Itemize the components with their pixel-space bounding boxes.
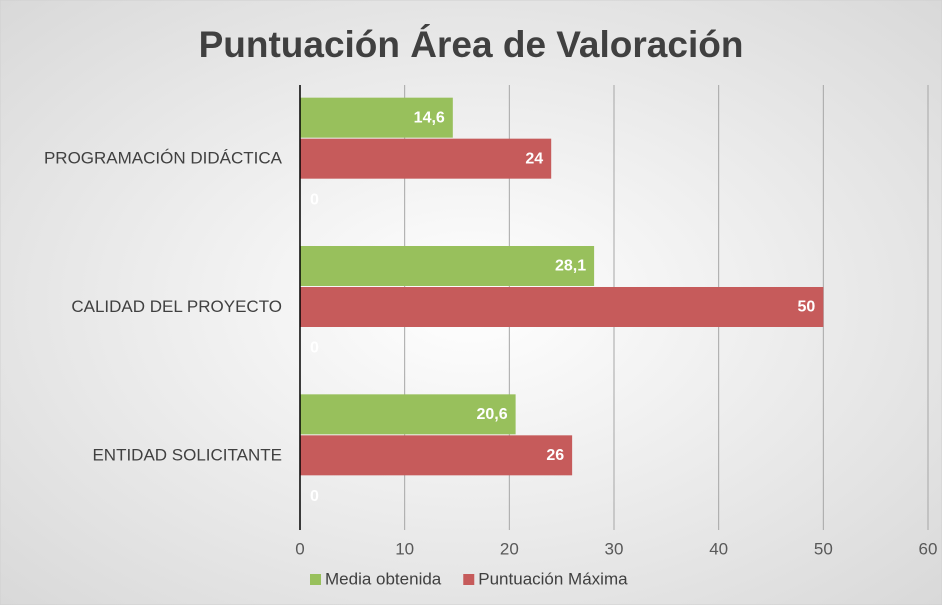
data-label: 50 [798,299,816,316]
y-tick-label: PROGRAMACIÓN DIDÁCTICA [44,149,283,168]
x-tick-label: 60 [919,539,938,558]
x-tick-label: 20 [500,539,519,558]
chart-title: Puntuación Área de Valoración [199,24,744,65]
data-label: 26 [546,447,564,464]
bar [300,394,516,435]
legend-swatch [310,574,321,585]
x-tick-label: 30 [605,539,624,558]
bar [300,435,573,476]
data-label: 14,6 [414,109,445,126]
x-tick-label: 40 [709,539,728,558]
data-label: 20,6 [476,406,507,423]
bar [300,246,595,286]
x-tick-label: 50 [814,539,833,558]
data-label: 0 [310,191,319,208]
legend-swatch [463,574,475,585]
data-label: 0 [310,340,319,357]
data-label: 24 [525,150,543,167]
y-tick-label: CALIDAD DEL PROYECTO [71,297,282,316]
bar [300,97,453,138]
x-tick-label: 0 [295,539,304,558]
legend-label: Media obtenida [325,569,442,588]
data-label: 28,1 [555,258,586,275]
x-tick-label: 10 [395,539,414,558]
bar [300,138,552,179]
legend-label: Puntuación Máxima [478,569,628,588]
y-tick-label: ENTIDAD SOLICITANTE [92,445,282,464]
bar [300,287,824,327]
data-label: 0 [310,488,319,505]
